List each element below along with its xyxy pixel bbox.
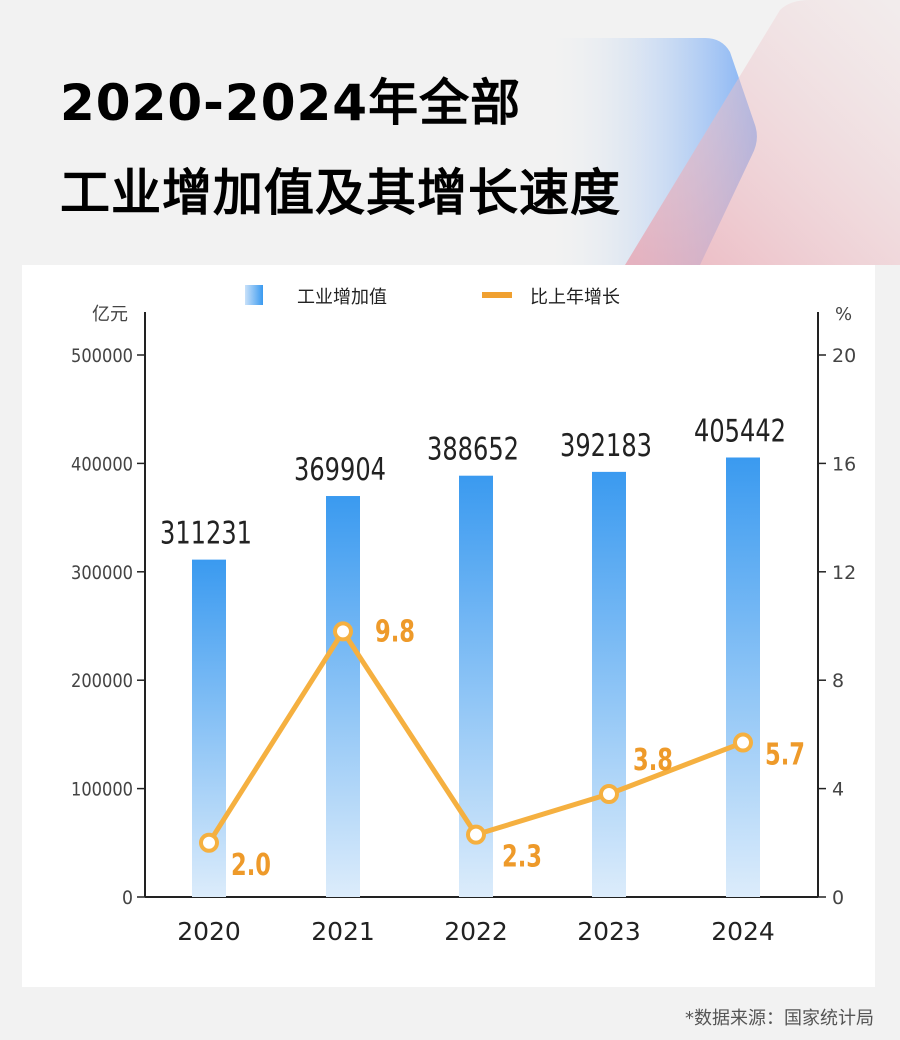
legend-bar-label: 工业增加值 [297, 287, 387, 308]
growth-point-2022 [466, 824, 486, 845]
bar-label: 369904 [294, 452, 386, 488]
x-tick-label: 2020 [177, 917, 241, 946]
x-tick-label: 2024 [711, 917, 775, 946]
left-tick-label: 500000 [71, 345, 133, 367]
growth-label: 9.8 [375, 614, 415, 649]
left-tick-label: 300000 [71, 562, 133, 584]
title-line-2: 工业增加值及其增长速度 [60, 164, 621, 222]
combo-chart: 亿元 % 0 100000 200000 300000 400000 500000 0 4 8 12 1… [71, 285, 856, 946]
header-decoration [540, 0, 900, 265]
left-tick-label: 100000 [71, 779, 133, 801]
legend-line-label: 比上年增长 [530, 287, 620, 308]
bar-2024 [726, 457, 760, 897]
bar-label: 392183 [560, 428, 652, 464]
bar-2023 [592, 471, 626, 897]
growth-point-2023 [599, 784, 619, 805]
left-axis-unit: 亿元 [92, 304, 128, 325]
bar-label: 311231 [160, 516, 252, 552]
legend-line-swatch [482, 292, 512, 298]
growth-point-2021 [333, 621, 353, 642]
growth-label: 2.3 [502, 840, 542, 875]
left-tick-label: 200000 [71, 670, 133, 692]
data-source: *数据来源：国家统计局 [685, 1008, 874, 1029]
right-tick-label: 12 [832, 562, 856, 584]
growth-label: 3.8 [633, 743, 673, 778]
x-tick-label: 2021 [311, 917, 375, 946]
x-tick-label: 2023 [577, 917, 641, 946]
legend-bar-swatch [245, 285, 263, 305]
growth-label: 2.0 [231, 848, 271, 883]
right-tick-label: 16 [832, 453, 856, 475]
x-tick-label: 2022 [444, 917, 508, 946]
bar-2021 [326, 496, 360, 897]
right-tick-label: 20 [832, 345, 856, 367]
right-axis-unit: % [835, 304, 852, 325]
bar-label: 388652 [427, 432, 519, 468]
right-tick-label: 8 [832, 670, 844, 692]
right-tick-label: 0 [832, 887, 844, 909]
title-line-1: 2020-2024年全部 [60, 74, 522, 132]
left-tick-label: 0 [122, 887, 133, 909]
bar-label: 405442 [694, 414, 786, 450]
growth-point-2020 [199, 832, 219, 853]
right-tick-label: 4 [832, 779, 844, 801]
growth-label: 5.7 [765, 738, 805, 773]
growth-point-2024 [733, 732, 753, 753]
left-tick-label: 400000 [71, 453, 133, 475]
chart-title: 2020-2024年全部 工业增加值及其增长速度 [60, 58, 621, 238]
